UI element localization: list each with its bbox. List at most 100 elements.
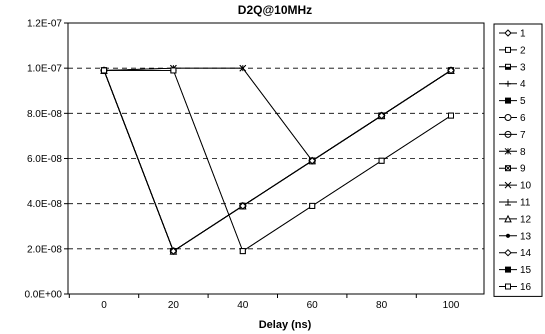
series-line-3 — [103, 70, 452, 252]
legend-label: 4 — [520, 79, 526, 90]
data-point — [504, 130, 512, 138]
series-line-16 — [104, 69, 452, 252]
chart-title: D2Q@10MHz — [238, 3, 312, 17]
data-point — [504, 114, 512, 121]
legend-label: 1 — [520, 29, 526, 40]
legend-item: 5 — [499, 96, 526, 107]
series-line-2 — [103, 70, 452, 252]
legend-item: 4 — [499, 79, 526, 90]
data-point — [505, 80, 511, 87]
x-tick-label: 20 — [168, 300, 180, 311]
legend-label: 8 — [520, 147, 526, 158]
legend-item: 13 — [499, 231, 532, 242]
data-point — [448, 112, 454, 119]
legend-item: 14 — [499, 248, 532, 259]
legend-label: 16 — [520, 282, 532, 293]
legend-label: 15 — [520, 265, 532, 276]
data-point — [505, 199, 511, 206]
series-markers-6 — [100, 66, 455, 255]
series-line-7 — [103, 70, 452, 252]
x-tick-label: 60 — [307, 300, 319, 311]
series-line-13 — [103, 70, 452, 252]
y-tick-label: 1.0E-07 — [27, 64, 62, 75]
legend-label: 7 — [520, 130, 526, 141]
data-point — [239, 64, 247, 72]
x-axis-ticks: 0 20 40 60 80 100 — [68, 294, 460, 311]
x-tick-label: 80 — [376, 300, 388, 311]
series-line-4 — [103, 70, 452, 252]
legend-item: 11 — [499, 198, 531, 209]
series-markers-11 — [101, 67, 454, 255]
series-lines — [103, 67, 452, 252]
legend-item: 2 — [499, 45, 526, 56]
legend-label: 3 — [520, 62, 526, 73]
series-markers-7 — [100, 66, 455, 255]
grid-lines — [68, 67, 484, 250]
legend-label: 9 — [520, 164, 526, 175]
data-point — [504, 214, 512, 223]
series-markers-15 — [101, 67, 454, 255]
series-markers — [100, 64, 455, 255]
series-markers-2 — [101, 67, 454, 255]
series-markers-16 — [101, 67, 454, 255]
data-point — [505, 283, 511, 290]
legend-item: 7 — [499, 130, 526, 141]
data-point — [505, 97, 511, 104]
data-point — [170, 67, 177, 74]
data-point — [505, 266, 511, 273]
legend-item: 12 — [499, 214, 532, 225]
data-point — [504, 181, 512, 189]
legend-item: 9 — [499, 164, 526, 175]
data-point — [447, 66, 455, 75]
x-axis-label: Delay (ns) — [259, 319, 312, 331]
x-tick-label: 40 — [237, 300, 249, 311]
data-point — [309, 202, 316, 209]
legend-label: 2 — [520, 45, 526, 56]
data-point — [239, 202, 247, 210]
data-point — [505, 233, 511, 238]
legend-label: 13 — [520, 231, 532, 242]
y-axis-ticks: 0.0E+00 2.0E-08 4.0E-08 6.0E-08 8.0E-08 1.0E-… — [24, 19, 68, 301]
legend-item: 1 — [499, 29, 526, 40]
series-markers-12 — [100, 66, 455, 255]
y-tick-label: 2.0E-08 — [27, 244, 62, 255]
y-tick-label: 1.2E-07 — [27, 19, 62, 30]
data-point — [504, 147, 512, 155]
data-point — [377, 111, 386, 120]
legend-label: 12 — [520, 214, 532, 225]
legend-item: 15 — [499, 265, 532, 276]
series-line-10 — [103, 67, 452, 162]
data-point — [505, 165, 511, 172]
y-tick-label: 0.0E+00 — [24, 290, 62, 301]
series-line-5 — [103, 70, 452, 252]
data-point — [504, 29, 512, 37]
series-markers-4 — [101, 67, 454, 255]
series-line-12 — [103, 70, 452, 252]
legend-item: 10 — [499, 181, 532, 192]
series-markers-13 — [101, 68, 454, 254]
data-point — [308, 157, 316, 165]
legend-label: 10 — [520, 181, 532, 192]
data-point — [505, 46, 511, 53]
legend-item: 6 — [499, 113, 526, 124]
y-tick-label: 8.0E-08 — [27, 109, 62, 120]
legend-box — [493, 23, 543, 297]
series-line-9 — [103, 70, 452, 252]
legend-label: 11 — [520, 198, 531, 209]
legend-item: 8 — [499, 147, 526, 158]
y-tick-label: 4.0E-08 — [27, 199, 62, 210]
series-line-6 — [103, 70, 452, 252]
series-line-14 — [103, 70, 452, 252]
series-markers-3 — [101, 67, 454, 255]
data-point — [504, 248, 512, 257]
legend-item: 16 — [499, 282, 532, 293]
data-point — [505, 63, 511, 70]
legend-item: 3 — [499, 62, 526, 73]
series-markers-1 — [100, 66, 455, 255]
data-point — [169, 247, 178, 255]
series-markers-14 — [100, 66, 455, 255]
data-point — [101, 67, 107, 74]
y-tick-label: 6.0E-08 — [27, 154, 62, 165]
